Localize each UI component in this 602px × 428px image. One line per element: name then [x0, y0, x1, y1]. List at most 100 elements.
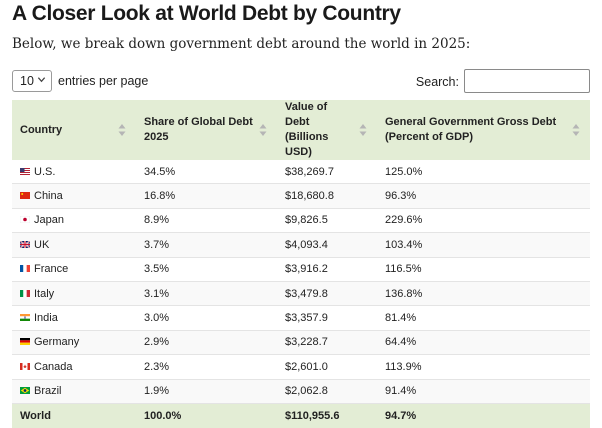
table-row: China 16.8% $18,680.8 96.3% — [12, 183, 590, 209]
column-header-sublabel: (Percent of GDP) — [385, 131, 474, 143]
page-length-label: entries per page — [58, 74, 149, 88]
country-cell: Brazil — [12, 379, 136, 404]
pct-gdp-cell: 64.4% — [377, 330, 590, 356]
country-name: Germany — [34, 336, 80, 349]
china-flag-icon — [20, 192, 30, 200]
table-controls: 10 entries per page Search: — [12, 69, 590, 95]
value-cell: $2,601.0 — [277, 354, 377, 380]
country-cell: France — [12, 257, 136, 282]
share-cell: 16.8% — [136, 183, 277, 209]
table-footer-row: World 100.0% $110,955.6 94.7% — [12, 403, 590, 428]
country-name: China — [34, 190, 63, 203]
sort-icon — [259, 124, 267, 136]
germany-flag-icon — [20, 338, 30, 346]
column-header-label: General Government Gross Debt — [385, 116, 557, 128]
country-name: Brazil — [34, 385, 62, 398]
table-row: U.S. 34.5% $38,269.7 125.0% — [12, 160, 590, 185]
country-name: U.S. — [34, 165, 56, 178]
share-cell: 2.3% — [136, 354, 277, 380]
search-input[interactable] — [464, 69, 590, 93]
country-cell: Canada — [12, 354, 136, 380]
column-header-pct-gdp[interactable]: General Government Gross Debt (Percent o… — [377, 100, 590, 160]
country-cell: India — [12, 305, 136, 331]
page-length-value: 10 — [20, 74, 34, 88]
table-row: UK 3.7% $4,093.4 103.4% — [12, 232, 590, 258]
pct-gdp-cell: 103.4% — [377, 232, 590, 258]
share-cell: 3.0% — [136, 305, 277, 331]
value-cell: $3,357.9 — [277, 305, 377, 331]
brazil-flag-icon — [20, 387, 30, 395]
country-cell: Japan — [12, 208, 136, 234]
share-cell: 2.9% — [136, 330, 277, 356]
country-name: India — [34, 312, 58, 325]
sort-icon — [572, 124, 580, 136]
table-row: India 3.0% $3,357.9 81.4% — [12, 305, 590, 331]
pct-gdp-cell: 81.4% — [377, 305, 590, 331]
page-subtitle: Below, we break down government debt aro… — [12, 36, 471, 52]
value-cell: $3,479.8 — [277, 281, 377, 307]
page-length-select[interactable]: 10 — [12, 70, 52, 92]
column-header-label: Share of Global Debt — [144, 116, 253, 128]
country-name: Canada — [34, 360, 73, 373]
chevron-down-icon — [37, 77, 46, 83]
column-header-sublabel: (Billions USD) — [285, 131, 329, 158]
pct-gdp-cell: 96.3% — [377, 183, 590, 209]
column-header-value[interactable]: Value of Debt (Billions USD) — [277, 100, 377, 160]
column-header-label: Value of Debt — [285, 101, 328, 128]
share-cell: 3.5% — [136, 257, 277, 282]
value-cell: $4,093.4 — [277, 232, 377, 258]
search-label: Search: — [415, 75, 459, 89]
footer-value: $110,955.6 — [277, 403, 377, 428]
italy-flag-icon — [20, 289, 30, 297]
country-name: France — [34, 263, 69, 276]
india-flag-icon — [20, 314, 30, 322]
country-cell: Italy — [12, 281, 136, 307]
japan-flag-icon — [20, 216, 30, 224]
pct-gdp-cell: 229.6% — [377, 208, 590, 234]
table-row: France 3.5% $3,916.2 116.5% — [12, 257, 590, 282]
canada-flag-icon — [20, 362, 30, 370]
france-flag-icon — [20, 265, 30, 273]
table-row: Brazil 1.9% $2,062.8 91.4% — [12, 379, 590, 404]
country-cell: Germany — [12, 330, 136, 356]
country-name: Japan — [34, 214, 64, 227]
pct-gdp-cell: 91.4% — [377, 379, 590, 404]
table-row: Canada 2.3% $2,601.0 113.9% — [12, 354, 590, 380]
us-flag-icon — [20, 167, 30, 175]
pct-gdp-cell: 125.0% — [377, 160, 590, 185]
column-header-label: Country — [20, 123, 63, 136]
country-cell: U.S. — [12, 160, 136, 185]
share-cell: 34.5% — [136, 160, 277, 185]
page-title: A Closer Look at World Debt by Country — [12, 2, 401, 25]
debt-table: Country Share of Global Debt 2025 Value … — [12, 100, 590, 428]
value-cell: $9,826.5 — [277, 208, 377, 234]
value-cell: $3,916.2 — [277, 257, 377, 282]
footer-pct-gdp: 94.7% — [377, 403, 590, 428]
sort-icon — [359, 124, 367, 136]
column-header-country[interactable]: Country — [12, 100, 136, 160]
table-header-row: Country Share of Global Debt 2025 Value … — [12, 100, 590, 160]
column-header-sublabel: 2025 — [144, 131, 169, 143]
pct-gdp-cell: 116.5% — [377, 257, 590, 282]
share-cell: 8.9% — [136, 208, 277, 234]
footer-share: 100.0% — [136, 403, 277, 428]
table-row: Japan 8.9% $9,826.5 229.6% — [12, 208, 590, 234]
pct-gdp-cell: 136.8% — [377, 281, 590, 307]
table-row: Italy 3.1% $3,479.8 136.8% — [12, 281, 590, 307]
footer-country: World — [12, 403, 136, 428]
share-cell: 3.7% — [136, 232, 277, 258]
uk-flag-icon — [20, 240, 30, 248]
value-cell: $38,269.7 — [277, 160, 377, 185]
country-name: Italy — [34, 287, 55, 300]
value-cell: $2,062.8 — [277, 379, 377, 404]
column-header-share[interactable]: Share of Global Debt 2025 — [136, 100, 277, 160]
country-name: UK — [34, 238, 50, 251]
country-cell: UK — [12, 232, 136, 258]
value-cell: $18,680.8 — [277, 183, 377, 209]
pct-gdp-cell: 113.9% — [377, 354, 590, 380]
share-cell: 3.1% — [136, 281, 277, 307]
table-row: Germany 2.9% $3,228.7 64.4% — [12, 330, 590, 356]
country-cell: China — [12, 183, 136, 209]
sort-icon — [118, 124, 126, 136]
value-cell: $3,228.7 — [277, 330, 377, 356]
